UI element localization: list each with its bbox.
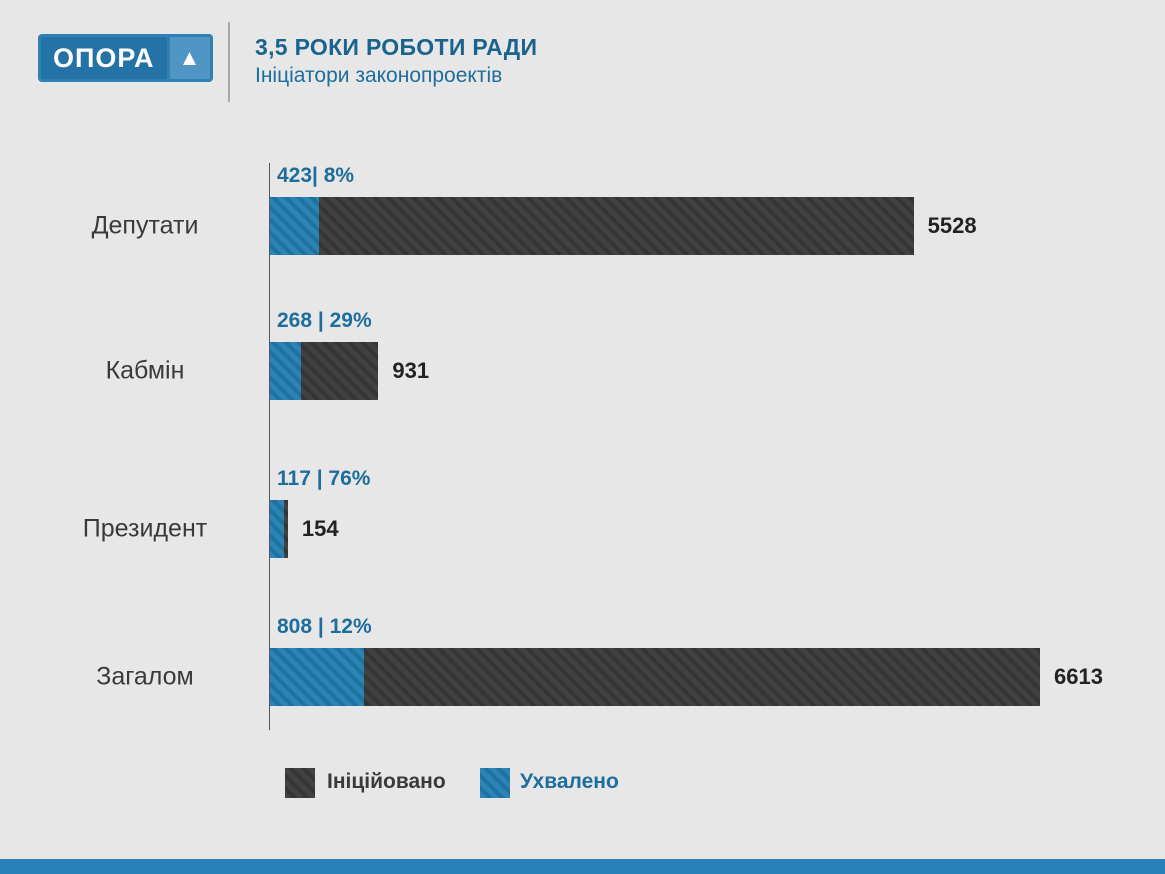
approved-bar	[270, 197, 320, 255]
approved-value-label: 808 | 12%	[277, 615, 372, 638]
page-title: 3,5 РОКИ РОБОТИ РАДИ	[255, 34, 538, 60]
initiated-value-label: 6613	[1054, 664, 1103, 689]
approved-bar	[270, 342, 302, 400]
approved-value-label: 117 | 76%	[277, 467, 371, 490]
y-axis-line	[269, 163, 270, 730]
initiated-value-label: 931	[392, 358, 430, 383]
bar-row: Загалом 808 | 12% 6613	[0, 615, 1165, 706]
approved-value-label: 268 | 29%	[277, 309, 372, 332]
legend-label-approved: Ухвалено	[520, 770, 619, 793]
category-label: Президент	[82, 514, 208, 543]
approved-bar	[270, 500, 284, 558]
initiated-value-label: 154	[301, 516, 339, 541]
category-label: Депутати	[91, 211, 199, 240]
header-divider	[228, 22, 230, 102]
legend-swatch-initiated	[285, 768, 315, 798]
approved-value-label: 423| 8%	[277, 164, 355, 187]
initiated-value-label: 5528	[927, 213, 977, 238]
logo-triangle-icon: ▲	[169, 34, 213, 82]
bar-row: Президент 117 | 76% 154	[0, 467, 1165, 558]
initiated-bar	[270, 197, 914, 255]
legend-label-initiated: Ініційовано	[327, 770, 446, 793]
page-subtitle: Ініціатори законопроектів	[255, 64, 503, 87]
footer-accent-strip	[0, 859, 1165, 874]
legend: Ініційовано Ухвалено	[0, 765, 1165, 801]
category-label: Кабмін	[105, 356, 185, 385]
logo-text: ОПОРА	[38, 34, 170, 82]
header: ОПОРА ▲ 3,5 РОКИ РОБОТИ РАДИ Ініціатори …	[0, 0, 1165, 120]
bar-row: Депутати 423| 8% 5528	[0, 164, 1165, 255]
approved-bar	[270, 648, 365, 706]
legend-swatch-approved	[480, 768, 510, 798]
opora-logo: ОПОРА ▲	[38, 34, 213, 82]
initiated-bar	[270, 648, 1040, 706]
bar-row: Кабмін 268 | 29% 931	[0, 309, 1165, 400]
category-label: Загалом	[96, 662, 194, 691]
